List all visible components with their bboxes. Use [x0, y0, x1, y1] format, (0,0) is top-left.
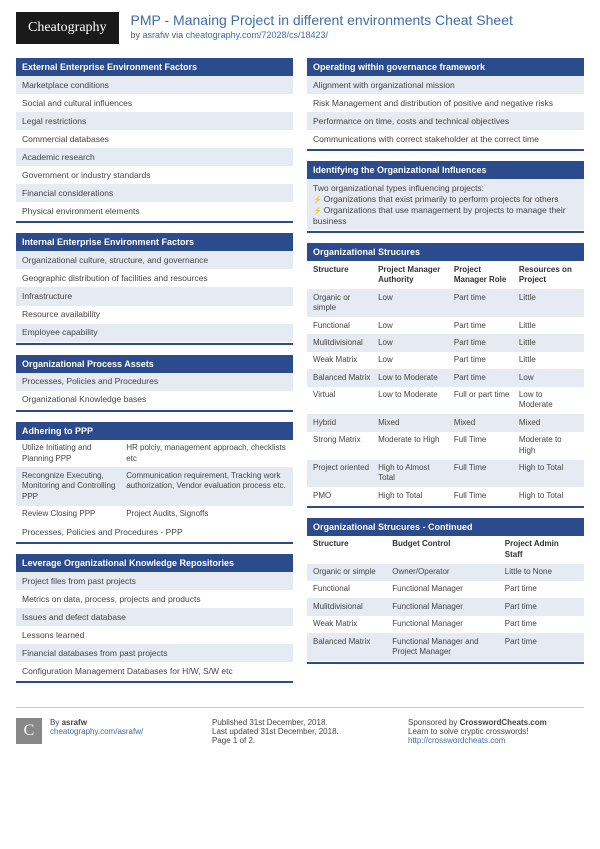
list-item: Communications with correct stakeholder …: [307, 130, 584, 148]
table-row: Organic or simpleLowPart timeLittle: [307, 289, 584, 317]
section: Internal Enterprise Environment FactorsO…: [16, 233, 293, 344]
list-item: Physical environment elements: [16, 202, 293, 220]
table-row: VirtualLow to ModerateFull or part timeL…: [307, 387, 584, 415]
right-column: Operating within governance frameworkAli…: [307, 58, 584, 693]
section: Identifying the Organizational Influence…: [307, 161, 584, 233]
updated-date: Last updated 31st December, 2018.: [212, 727, 388, 736]
section: Operating within governance frameworkAli…: [307, 58, 584, 151]
section-header: Operating within governance framework: [307, 58, 584, 76]
list-item: Marketplace conditions: [16, 76, 293, 94]
site-logo: Cheatography: [16, 12, 119, 44]
footer-author-link[interactable]: cheatography.com/asrafw/: [50, 727, 143, 736]
table-header: StructureBudget ControlProject Admin Sta…: [307, 536, 584, 564]
section: Adhering to PPPUtilize Initiating and Pl…: [16, 422, 293, 544]
section-header: Leverage Organizational Knowledge Reposi…: [16, 554, 293, 572]
section-header: Organizational Process Assets: [16, 355, 293, 373]
masthead: Cheatography PMP - Manaing Project in di…: [16, 12, 584, 44]
list-item: Processes, Policies and Procedures: [16, 373, 293, 391]
list-item: Geographic distribution of facilities an…: [16, 269, 293, 287]
list-item: Organizational culture, structure, and g…: [16, 251, 293, 269]
list-item: Infrastructure: [16, 287, 293, 305]
table-row: MulitdivisionalLowPart timeLittle: [307, 334, 584, 351]
table-row: Organic or simpleOwner/OperatorLittle to…: [307, 564, 584, 581]
section-header: Internal Enterprise Environment Factors: [16, 233, 293, 251]
table-row: Recongnize Executing, Monitoring and Con…: [16, 467, 293, 505]
table-row: MulitdivisionalFunctional ManagerPart ti…: [307, 598, 584, 615]
section: Organizational Process AssetsProcesses, …: [16, 355, 293, 412]
table-row: Utilize Initiating and Planning PPPHR po…: [16, 440, 293, 468]
list-item: Organizational Knowledge bases: [16, 391, 293, 409]
section-header: Adhering to PPP: [16, 422, 293, 440]
table-row: Balanced MatrixFunctional Manager and Pr…: [307, 633, 584, 661]
source-link[interactable]: cheatography.com/72028/cs/18423/: [186, 30, 328, 40]
table-row: FunctionalFunctional ManagerPart time: [307, 581, 584, 598]
table-row: HybridMixedMixedMixed: [307, 414, 584, 431]
sponsor-tagline: Learn to solve cryptic crosswords!: [408, 727, 584, 736]
list-item: Alignment with organizational mission: [307, 76, 584, 94]
published-date: Published 31st December, 2018.: [212, 718, 388, 727]
table-row: PMOHigh to TotalFull TimeHigh to Total: [307, 487, 584, 504]
table-row: Review Closing PPPProject Audits, Signof…: [16, 506, 293, 523]
footer: C By asrafw cheatography.com/asrafw/ Pub…: [16, 707, 584, 745]
table-row: Balanced MatrixLow to ModeratePart timeL…: [307, 369, 584, 386]
list-item: Configuration Management Databases for H…: [16, 662, 293, 680]
section: Organizational Strucures - ContinuedStru…: [307, 518, 584, 664]
list-item: Legal restrictions: [16, 112, 293, 130]
footer-author: asrafw: [62, 718, 87, 727]
list-item: Commercial databases: [16, 130, 293, 148]
section: Leverage Organizational Knowledge Reposi…: [16, 554, 293, 683]
list-item: Employee capability: [16, 324, 293, 342]
byline: by asrafw via cheatography.com/72028/cs/…: [131, 30, 584, 40]
list-item: Processes, Policies and Procedures - PPP: [16, 523, 293, 541]
columns: External Enterprise Environment FactorsM…: [16, 58, 584, 693]
table-row: Strong MatrixModerate to HighFull TimeMo…: [307, 432, 584, 460]
list-item: Risk Management and distribution of posi…: [307, 94, 584, 112]
section-header: Organizational Strucures: [307, 243, 584, 261]
list-item: Financial databases from past projects: [16, 644, 293, 662]
list-item: Financial considerations: [16, 184, 293, 202]
table-row: Weak MatrixFunctional ManagerPart time: [307, 616, 584, 633]
table-row: Weak MatrixLowPart timeLittle: [307, 352, 584, 369]
list-item: Lessons learned: [16, 626, 293, 644]
section: External Enterprise Environment FactorsM…: [16, 58, 293, 223]
left-column: External Enterprise Environment FactorsM…: [16, 58, 293, 693]
list-item: Performance on time, costs and technical…: [307, 112, 584, 130]
list-item: Issues and defect database: [16, 608, 293, 626]
list-item: Social and cultural influences: [16, 94, 293, 112]
list-item: Resource availability: [16, 306, 293, 324]
table-row: Project orientedHigh to Almost TotalFull…: [307, 460, 584, 488]
sponsor-link[interactable]: http://crosswordcheats.com: [408, 736, 505, 745]
table-header: StructureProject Manager AuthorityProjec…: [307, 261, 584, 289]
footer-logo-icon: C: [16, 718, 42, 744]
author-link[interactable]: asrafw: [143, 30, 170, 40]
table-row: FunctionalLowPart timeLittle: [307, 317, 584, 334]
section-header: Organizational Strucures - Continued: [307, 518, 584, 536]
section: Organizational StrucuresStructureProject…: [307, 243, 584, 507]
section-header: Identifying the Organizational Influence…: [307, 161, 584, 179]
sponsor-name: CrosswordCheats.com: [460, 718, 547, 727]
page-title: PMP - Manaing Project in different envir…: [131, 12, 584, 28]
note-body: Two organizational types influencing pro…: [307, 179, 584, 230]
list-item: Academic research: [16, 148, 293, 166]
list-item: Government or industry standards: [16, 166, 293, 184]
section-header: External Enterprise Environment Factors: [16, 58, 293, 76]
list-item: Project files from past projects: [16, 572, 293, 590]
list-item: Metrics on data, process, projects and p…: [16, 590, 293, 608]
page-number: Page 1 of 2.: [212, 736, 388, 745]
